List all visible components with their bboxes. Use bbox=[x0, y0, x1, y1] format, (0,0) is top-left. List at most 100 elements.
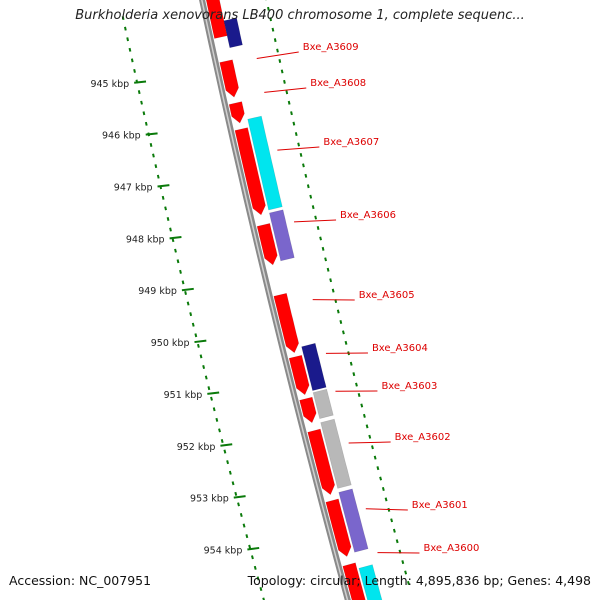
inner-ruler-tick bbox=[170, 228, 171, 232]
outer-ruler-tick bbox=[380, 477, 381, 480]
inner-ruler-tick bbox=[227, 460, 228, 464]
outer-ruler-tick bbox=[386, 498, 387, 501]
inner-ruler-tick bbox=[224, 450, 225, 454]
inner-ruler-tick bbox=[195, 334, 196, 338]
kbp-tick-label: 954 kbp bbox=[204, 545, 243, 556]
gene-label: Bxe_A3600 bbox=[423, 543, 479, 554]
gene-label: Bxe_A3605 bbox=[359, 290, 415, 301]
kbp-major-tick bbox=[182, 289, 194, 290]
outer-ruler-tick bbox=[282, 70, 283, 73]
outer-ruler-tick bbox=[303, 164, 304, 167]
kbp-major-tick bbox=[146, 133, 158, 134]
outer-ruler-tick bbox=[359, 393, 360, 396]
gene-label: Bxe_A3609 bbox=[303, 42, 359, 53]
outer-ruler-tick bbox=[340, 320, 341, 323]
kbp-major-tick bbox=[207, 392, 219, 393]
outer-ruler-tick bbox=[353, 372, 354, 375]
inner-ruler-tick bbox=[125, 27, 126, 31]
inner-ruler-tick bbox=[255, 566, 256, 570]
inner-ruler-tick bbox=[249, 545, 250, 549]
topology-summary: Topology: circular; Length: 4,895,836 bp… bbox=[248, 573, 591, 588]
inner-ruler-tick bbox=[201, 355, 202, 359]
outer-ruler-tick bbox=[402, 560, 403, 563]
inner-ruler-tick bbox=[178, 260, 179, 264]
inner-ruler-tick bbox=[127, 37, 128, 41]
outer-ruler-tick bbox=[333, 289, 334, 292]
outer-ruler-tick bbox=[293, 122, 294, 125]
outer-ruler-tick bbox=[279, 59, 280, 62]
kbp-major-tick bbox=[134, 81, 146, 82]
inner-ruler-tick bbox=[190, 312, 191, 316]
outer-ruler-tick bbox=[346, 341, 347, 344]
inner-ruler-tick bbox=[222, 439, 223, 443]
outer-ruler-tick bbox=[361, 404, 362, 407]
inner-ruler-tick bbox=[238, 503, 239, 507]
outer-ruler-tick bbox=[364, 414, 365, 417]
inner-ruler-tick bbox=[203, 365, 204, 369]
inner-ruler-tick bbox=[246, 534, 247, 538]
inner-ruler-tick bbox=[158, 175, 159, 179]
gene-label: Bxe_A3601 bbox=[412, 500, 468, 511]
inner-ruler-tick bbox=[241, 513, 242, 517]
outer-ruler-tick bbox=[351, 362, 352, 365]
inner-ruler-tick bbox=[130, 48, 131, 52]
outer-ruler-tick bbox=[298, 143, 299, 146]
kbp-tick-label: 949 kbp bbox=[138, 286, 177, 297]
inner-ruler-tick bbox=[153, 154, 154, 158]
outer-ruler-tick bbox=[377, 466, 378, 469]
gene-label: Bxe_A3602 bbox=[395, 432, 451, 443]
inner-ruler-tick bbox=[208, 386, 209, 390]
gene-label-leader bbox=[257, 52, 299, 59]
outer-ruler-tick bbox=[343, 331, 344, 334]
kbp-tick-label: 945 kbp bbox=[90, 79, 129, 90]
gene-label-leader bbox=[294, 220, 336, 222]
kbp-major-tick bbox=[158, 185, 170, 186]
inner-ruler-tick bbox=[134, 69, 135, 73]
kbp-tick-label: 947 kbp bbox=[114, 182, 153, 193]
inner-ruler-tick bbox=[132, 59, 133, 63]
gene-label: Bxe_A3608 bbox=[310, 78, 366, 89]
gene-label: Bxe_A3604 bbox=[372, 343, 428, 354]
inner-ruler-tick bbox=[216, 418, 217, 422]
inner-ruler-tick bbox=[211, 397, 212, 401]
inner-ruler-tick bbox=[183, 281, 184, 285]
kbp-tick-label: 952 kbp bbox=[177, 442, 216, 453]
outer-ruler-tick bbox=[273, 28, 274, 31]
gene-label: Bxe_A3603 bbox=[381, 381, 437, 392]
outer-ruler-tick bbox=[372, 445, 373, 448]
inner-ruler-tick bbox=[198, 344, 199, 348]
inner-ruler-tick bbox=[214, 408, 215, 412]
inner-ruler-tick bbox=[206, 376, 207, 380]
gene-feature bbox=[313, 389, 333, 418]
outer-ruler-tick bbox=[325, 258, 326, 261]
outer-ruler-tick bbox=[313, 205, 314, 208]
inner-ruler-tick bbox=[193, 323, 194, 327]
kbp-major-tick bbox=[220, 444, 232, 445]
accession-text: Accession: NC_007951 bbox=[9, 573, 151, 588]
kbp-tick-label: 948 kbp bbox=[126, 234, 165, 245]
inner-ruler-tick bbox=[168, 217, 169, 221]
gene-label: Bxe_A3607 bbox=[323, 137, 379, 148]
kbp-tick-label: 946 kbp bbox=[102, 131, 141, 142]
inner-ruler-tick bbox=[233, 482, 234, 486]
outer-ruler-tick bbox=[323, 247, 324, 250]
inner-ruler-tick bbox=[141, 101, 142, 105]
outer-ruler-tick bbox=[284, 80, 285, 83]
outer-ruler-tick bbox=[320, 237, 321, 240]
inner-ruler-tick bbox=[230, 471, 231, 475]
outer-ruler-tick bbox=[296, 132, 297, 135]
outer-ruler-tick bbox=[391, 519, 392, 522]
inner-ruler-tick bbox=[155, 164, 156, 168]
inner-ruler-tick bbox=[252, 556, 253, 560]
gene-label-leader bbox=[277, 147, 319, 150]
gene-label: Bxe_A3606 bbox=[340, 210, 396, 221]
kbp-major-tick bbox=[170, 237, 182, 238]
outer-ruler-tick bbox=[397, 539, 398, 542]
outer-ruler-tick bbox=[369, 435, 370, 438]
outer-ruler-tick bbox=[383, 487, 384, 490]
feature-track bbox=[206, 0, 382, 600]
kbp-tick-label: 951 kbp bbox=[164, 390, 203, 401]
outer-ruler-tick bbox=[367, 425, 368, 428]
